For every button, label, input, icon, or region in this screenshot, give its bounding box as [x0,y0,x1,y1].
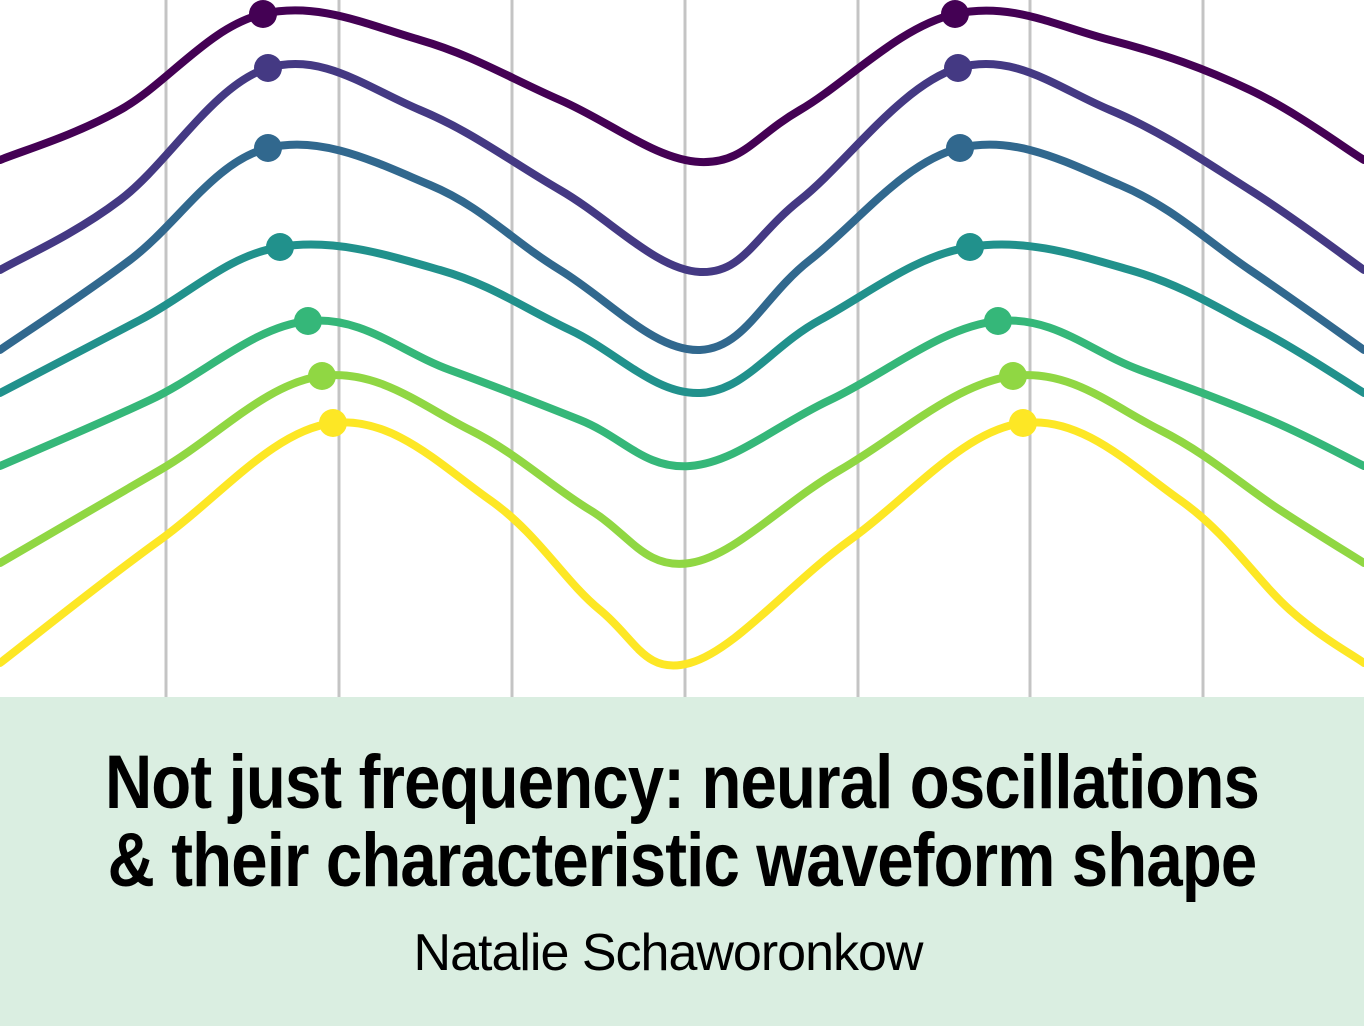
peak-marker [956,233,984,261]
peak-marker [254,54,282,82]
peak-marker [1009,409,1037,437]
waveform-trace [0,362,1364,568]
waveform-line [0,418,1364,670]
peak-marker [249,0,277,28]
waveform-trace [0,409,1364,670]
waveform-trace [0,307,1364,471]
waveform-line [0,371,1364,568]
waveform-line [0,60,1364,277]
title-panel: Not just frequency: neural oscillations … [0,697,1364,1026]
title-line-2: & their characteristic waveform shape [107,818,1258,903]
waveform-trace [0,134,1364,355]
waveform-trace [0,0,1364,167]
author-name: Natalie Schaworonkow [413,924,924,982]
peak-marker [294,307,322,335]
waveforms [0,0,1364,670]
waveform-line [0,240,1364,398]
waveform-line [0,316,1364,471]
peak-marker [999,362,1027,390]
waveform-trace [0,233,1364,398]
peak-marker [308,362,336,390]
waveform-line [0,140,1364,355]
waveform-illustration [0,0,1364,697]
waveform-line [0,6,1364,167]
peak-marker [944,54,972,82]
peak-marker [254,134,282,162]
gridlines [164,0,1205,697]
peak-marker [266,233,294,261]
peak-marker [941,0,969,28]
peak-marker [319,409,347,437]
peak-marker [946,134,974,162]
peak-marker [984,307,1012,335]
title-line-1: Not just frequency: neural oscillations [104,740,1260,825]
waveform-trace [0,54,1364,277]
